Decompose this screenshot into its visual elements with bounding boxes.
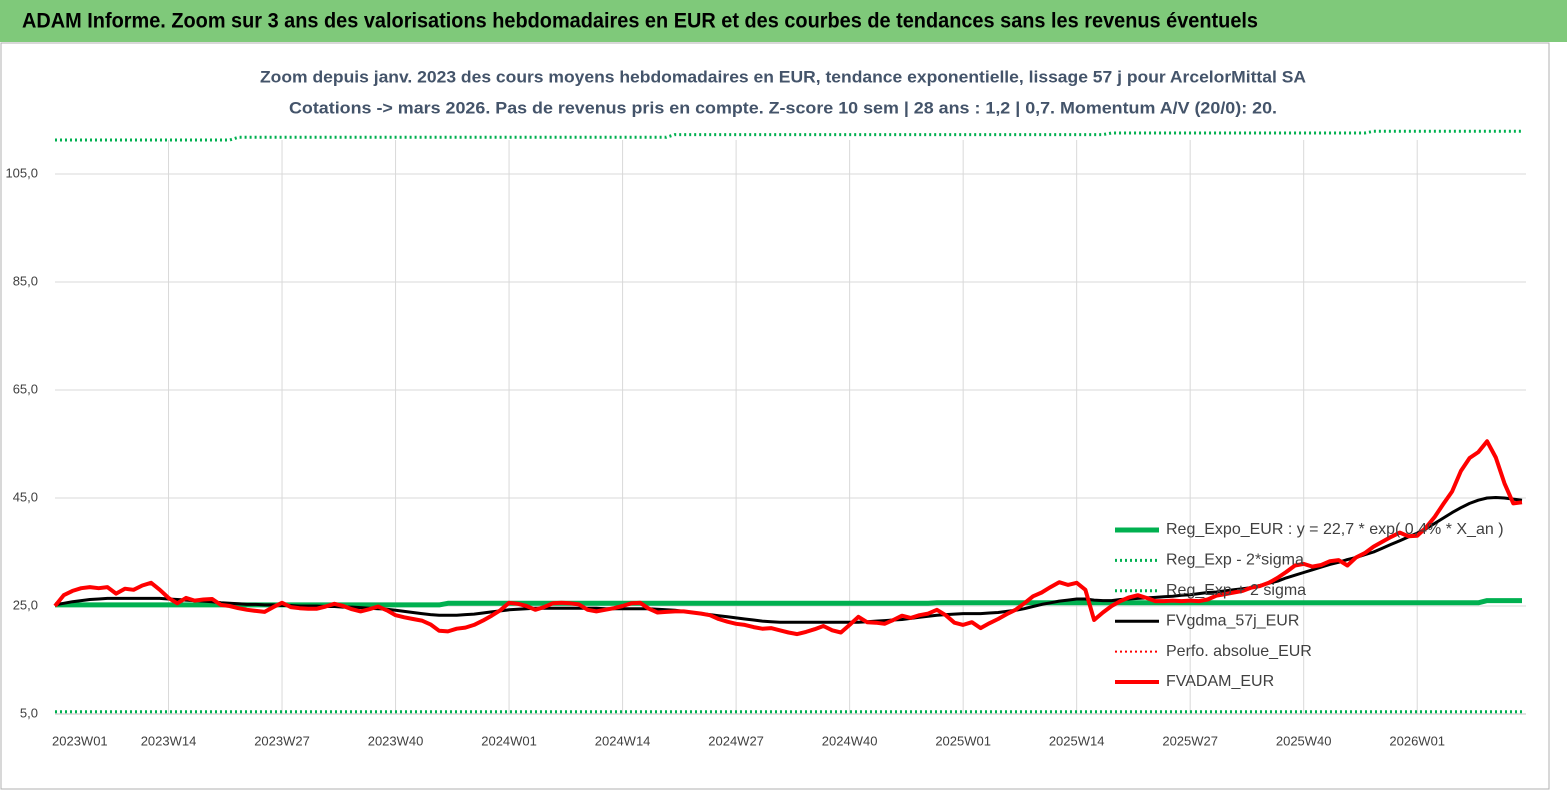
chart-title: ADAM Informe. Zoom sur 3 ans des valoris… [22, 10, 1258, 33]
y-tick-label: 5,0 [20, 705, 38, 720]
x-tick-label: 2023W27 [254, 733, 310, 748]
x-tick-label: 2025W01 [935, 733, 991, 748]
y-tick-label: 65,0 [13, 381, 38, 396]
y-tick-label: 85,0 [13, 273, 38, 288]
y-tick-label: 105,0 [5, 165, 38, 180]
x-tick-label: 2023W14 [141, 733, 197, 748]
x-tick-label: 2025W14 [1049, 733, 1105, 748]
legend-label: FVADAM_EUR [1166, 673, 1274, 690]
chart-subtitle: Zoom depuis janv. 2023 des cours moyens … [260, 67, 1306, 86]
series-line [53, 439, 1523, 637]
x-tick-label: 2024W40 [822, 733, 878, 748]
x-tick-label: 2026W01 [1389, 733, 1445, 748]
chart-subtitle: Cotations -> mars 2026. Pas de revenus p… [289, 98, 1277, 117]
legend-label: Reg_Exp - 2*sigma [1166, 552, 1304, 569]
chart-frame [0, 42, 1550, 790]
legend-label: Reg_Exp + 2 sigma [1166, 582, 1306, 599]
x-tick-label: 2023W40 [368, 733, 424, 748]
series-line [54, 496, 1523, 624]
legend-label: FVgdma_57j_EUR [1166, 612, 1299, 629]
legend-label: Reg_Expo_EUR : y = 22,7 * exp( 0,4% * X_… [1166, 521, 1504, 538]
x-tick-label: 2024W01 [481, 733, 537, 748]
y-tick-label: 25,0 [13, 597, 38, 612]
header-bar [0, 0, 1567, 42]
y-tick-label: 45,0 [13, 489, 38, 504]
x-tick-label: 2023W01 [52, 733, 108, 748]
legend-label: Perfo. absolue_EUR [1166, 643, 1312, 660]
x-tick-label: 2025W40 [1276, 733, 1332, 748]
x-tick-label: 2025W27 [1162, 733, 1218, 748]
x-tick-label: 2024W14 [595, 733, 651, 748]
x-tick-label: 2024W27 [708, 733, 764, 748]
